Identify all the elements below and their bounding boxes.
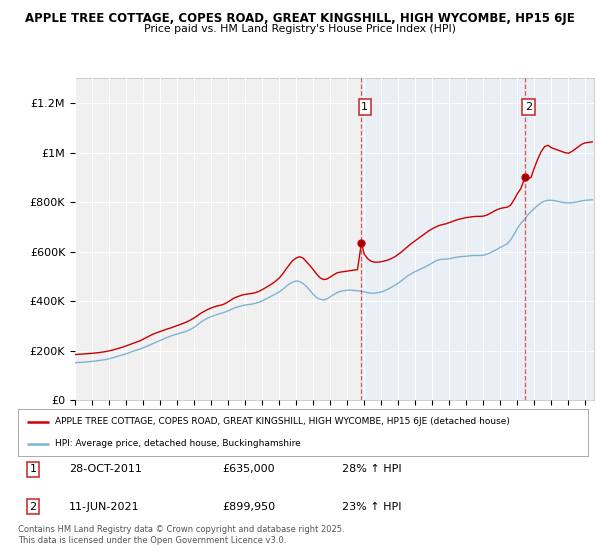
Text: 11-JUN-2021: 11-JUN-2021 (69, 502, 140, 512)
Text: 2: 2 (29, 502, 37, 512)
Text: 28% ↑ HPI: 28% ↑ HPI (342, 464, 401, 474)
Text: 1: 1 (29, 464, 37, 474)
Text: 28-OCT-2011: 28-OCT-2011 (69, 464, 142, 474)
Text: 2: 2 (525, 102, 532, 112)
Text: HPI: Average price, detached house, Buckinghamshire: HPI: Average price, detached house, Buck… (55, 439, 301, 448)
Text: £635,000: £635,000 (222, 464, 275, 474)
Text: Contains HM Land Registry data © Crown copyright and database right 2025.
This d: Contains HM Land Registry data © Crown c… (18, 525, 344, 545)
Text: £899,950: £899,950 (222, 502, 275, 512)
Text: 1: 1 (361, 102, 368, 112)
Bar (361, 78, 594, 400)
Text: APPLE TREE COTTAGE, COPES ROAD, GREAT KINGSHILL, HIGH WYCOMBE, HP15 6JE (detache: APPLE TREE COTTAGE, COPES ROAD, GREAT KI… (55, 417, 510, 426)
Text: APPLE TREE COTTAGE, COPES ROAD, GREAT KINGSHILL, HIGH WYCOMBE, HP15 6JE: APPLE TREE COTTAGE, COPES ROAD, GREAT KI… (25, 12, 575, 25)
Text: Price paid vs. HM Land Registry's House Price Index (HPI): Price paid vs. HM Land Registry's House … (144, 24, 456, 34)
Text: 23% ↑ HPI: 23% ↑ HPI (342, 502, 401, 512)
